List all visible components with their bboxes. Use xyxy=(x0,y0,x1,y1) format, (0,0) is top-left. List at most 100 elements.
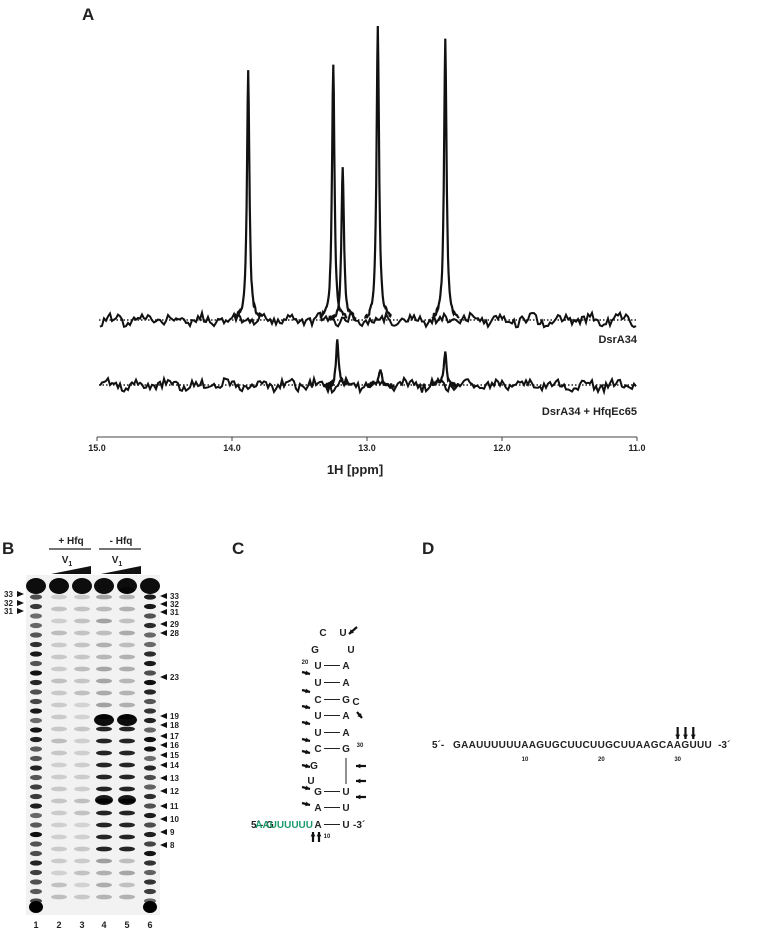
position-number: 20 xyxy=(302,660,309,666)
gel-band xyxy=(74,762,90,768)
gel-band xyxy=(96,702,112,708)
gel-band xyxy=(74,594,90,600)
gel-band xyxy=(119,630,135,636)
nucleotide: U xyxy=(339,628,346,639)
enzyme-subscript: 1 xyxy=(118,561,122,568)
gel-band xyxy=(74,690,90,696)
gel-band xyxy=(30,879,42,885)
gel-band xyxy=(74,810,90,816)
gel-band xyxy=(74,654,90,660)
gel-band xyxy=(96,846,112,852)
gel-band xyxy=(96,642,112,648)
gel-band xyxy=(72,578,92,594)
gel-band xyxy=(96,750,112,756)
gel-band xyxy=(96,774,112,780)
arrow-head xyxy=(305,704,310,710)
gel-band xyxy=(74,870,90,876)
gel-band xyxy=(30,888,42,895)
gel-band xyxy=(51,738,67,744)
gel-band xyxy=(30,727,42,733)
gel-band xyxy=(119,774,135,780)
gel-band xyxy=(74,642,90,648)
marker-arrow xyxy=(160,775,167,781)
nucleotide: U xyxy=(342,787,349,798)
lane-number: 3 xyxy=(79,920,84,930)
gel-band xyxy=(94,714,114,726)
gel-band xyxy=(119,642,135,648)
band-marker: 19 xyxy=(170,712,179,721)
gel-band xyxy=(30,622,42,629)
gel-band xyxy=(96,654,112,660)
marker-arrow xyxy=(160,842,167,848)
gel-band xyxy=(117,714,137,726)
band-marker: 32 xyxy=(4,599,13,608)
gel-band xyxy=(74,786,90,792)
gel-band xyxy=(30,670,42,676)
nucleotide: U xyxy=(314,661,321,672)
nucleotide: U xyxy=(342,803,349,814)
gel-band xyxy=(144,641,156,648)
gel-band xyxy=(144,622,156,629)
gel-band xyxy=(144,841,156,847)
nucleotide: G xyxy=(342,744,350,755)
gel-band xyxy=(30,812,42,819)
gel-band xyxy=(144,613,156,619)
nucleotide: U xyxy=(314,728,321,739)
enzyme-label: V1 xyxy=(112,555,123,568)
gel-band xyxy=(51,774,67,780)
gel-band xyxy=(119,822,135,828)
gel-band xyxy=(144,717,156,724)
nucleotide: A xyxy=(342,711,349,722)
gel-background xyxy=(26,575,160,915)
gel-band xyxy=(51,606,67,612)
band-marker: 15 xyxy=(170,751,179,760)
enzyme: V xyxy=(62,555,69,566)
marker-arrow xyxy=(160,601,167,607)
gel-band xyxy=(51,714,67,720)
gel-band xyxy=(51,834,67,840)
arrow-head xyxy=(356,794,361,800)
band-marker: 28 xyxy=(170,629,179,638)
x-tick-label: 15.0 xyxy=(88,443,106,453)
wedge xyxy=(101,566,141,574)
x-tick-label: 12.0 xyxy=(493,443,511,453)
gel-band xyxy=(119,587,135,593)
peak xyxy=(363,25,392,319)
gel-band xyxy=(96,666,112,672)
marker-arrow xyxy=(17,608,24,614)
gel-band xyxy=(51,630,67,636)
gel-band xyxy=(30,869,42,876)
trace-label: DsrA34 + HfqEc65 xyxy=(542,406,637,418)
peak xyxy=(431,38,460,320)
arrow-head xyxy=(310,832,316,837)
gel-band xyxy=(144,869,156,876)
gel-band xyxy=(51,870,67,876)
gel-band xyxy=(51,642,67,648)
gel-band xyxy=(51,618,67,624)
gel-band xyxy=(51,822,67,828)
gel-band xyxy=(51,786,67,792)
nucleotide: A xyxy=(342,678,349,689)
gel-band xyxy=(51,750,67,756)
arrow-head xyxy=(357,713,362,718)
peak xyxy=(234,70,263,319)
band-marker: 33 xyxy=(170,592,179,601)
gel-band xyxy=(144,679,156,686)
gel-band xyxy=(30,746,42,752)
gel-band xyxy=(30,860,42,866)
gel-band xyxy=(119,762,135,768)
position-number: 10 xyxy=(522,757,529,763)
x-tick-label: 14.0 xyxy=(223,443,241,453)
gel-band xyxy=(118,795,136,805)
gel-band xyxy=(74,858,90,864)
nucleotide: C xyxy=(314,744,321,755)
gel-band xyxy=(30,660,42,667)
gel-band xyxy=(74,606,90,612)
gel-band xyxy=(49,578,69,594)
nucleotide: G xyxy=(342,695,350,706)
band-marker: 9 xyxy=(170,828,175,837)
group-label: + Hfq xyxy=(58,536,83,547)
nucleotide: C xyxy=(314,695,321,706)
enzyme-subscript: 1 xyxy=(68,561,72,568)
gel-band xyxy=(119,618,135,624)
